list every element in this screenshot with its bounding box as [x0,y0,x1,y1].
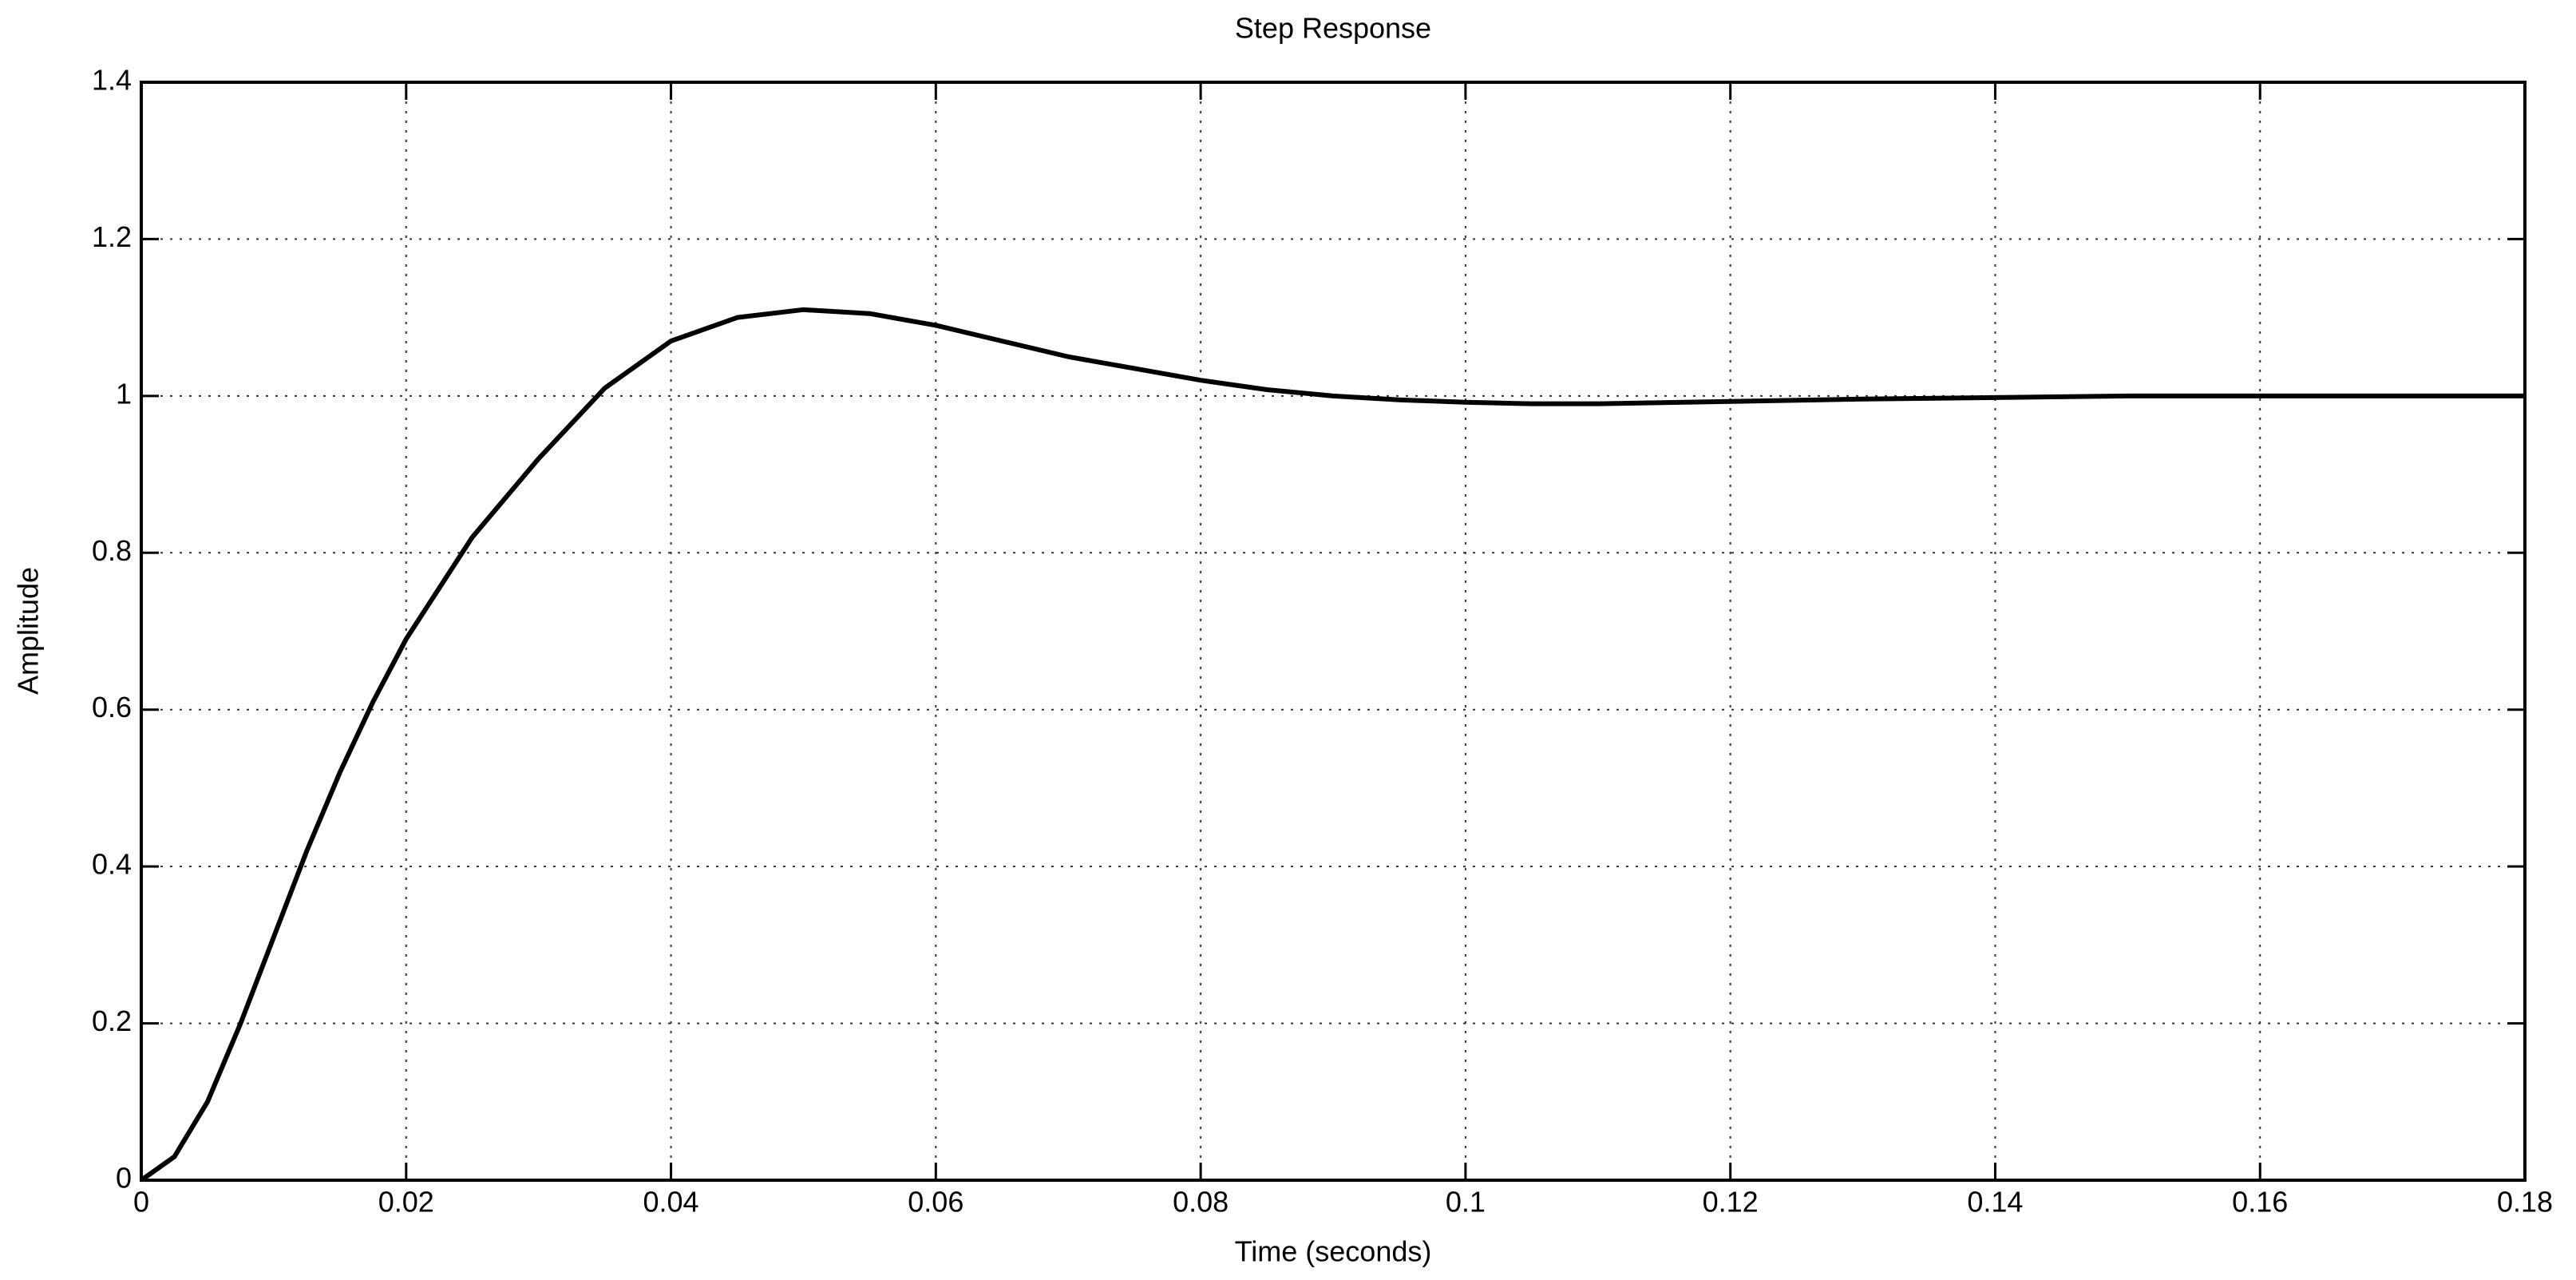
y-tick-label: 0.8 [92,534,132,567]
x-tick-label: 0.14 [1967,1186,2023,1219]
y-tick-label: 1.2 [92,220,132,253]
chart-title: Step Response [1235,12,1431,45]
x-axis-label: Time (seconds) [1235,1235,1432,1268]
x-tick-label: 0.16 [2232,1186,2288,1219]
plot-area: 0 0.02 0.04 0.06 0.08 0.1 0.12 0.14 0.16 0.18 0 0.2… [92,64,2553,1219]
data-line [140,307,2525,1183]
y-axis-label: Amplitude [12,567,45,695]
y-tick-label: 1.4 [92,64,132,97]
x-tick-label: 0.08 [1173,1186,1229,1219]
x-tick-label: 0.1 [1446,1186,1486,1219]
y-tick-label: 0.6 [92,691,132,723]
y-tick-label: 0.4 [92,848,132,881]
x-tick-label: 0.02 [378,1186,434,1219]
y-tick-label: 0.2 [92,1005,132,1037]
y-tick-label: 1 [116,377,132,410]
x-tick-label: 0 [133,1186,149,1219]
x-tick-label: 0.18 [2497,1186,2553,1219]
y-tick-label: 0 [116,1162,132,1195]
x-tick-label: 0.06 [908,1186,964,1219]
x-tick-label: 0.04 [643,1186,699,1219]
axes-frame [140,81,2527,1182]
x-tick-label: 0.12 [1703,1186,1759,1219]
